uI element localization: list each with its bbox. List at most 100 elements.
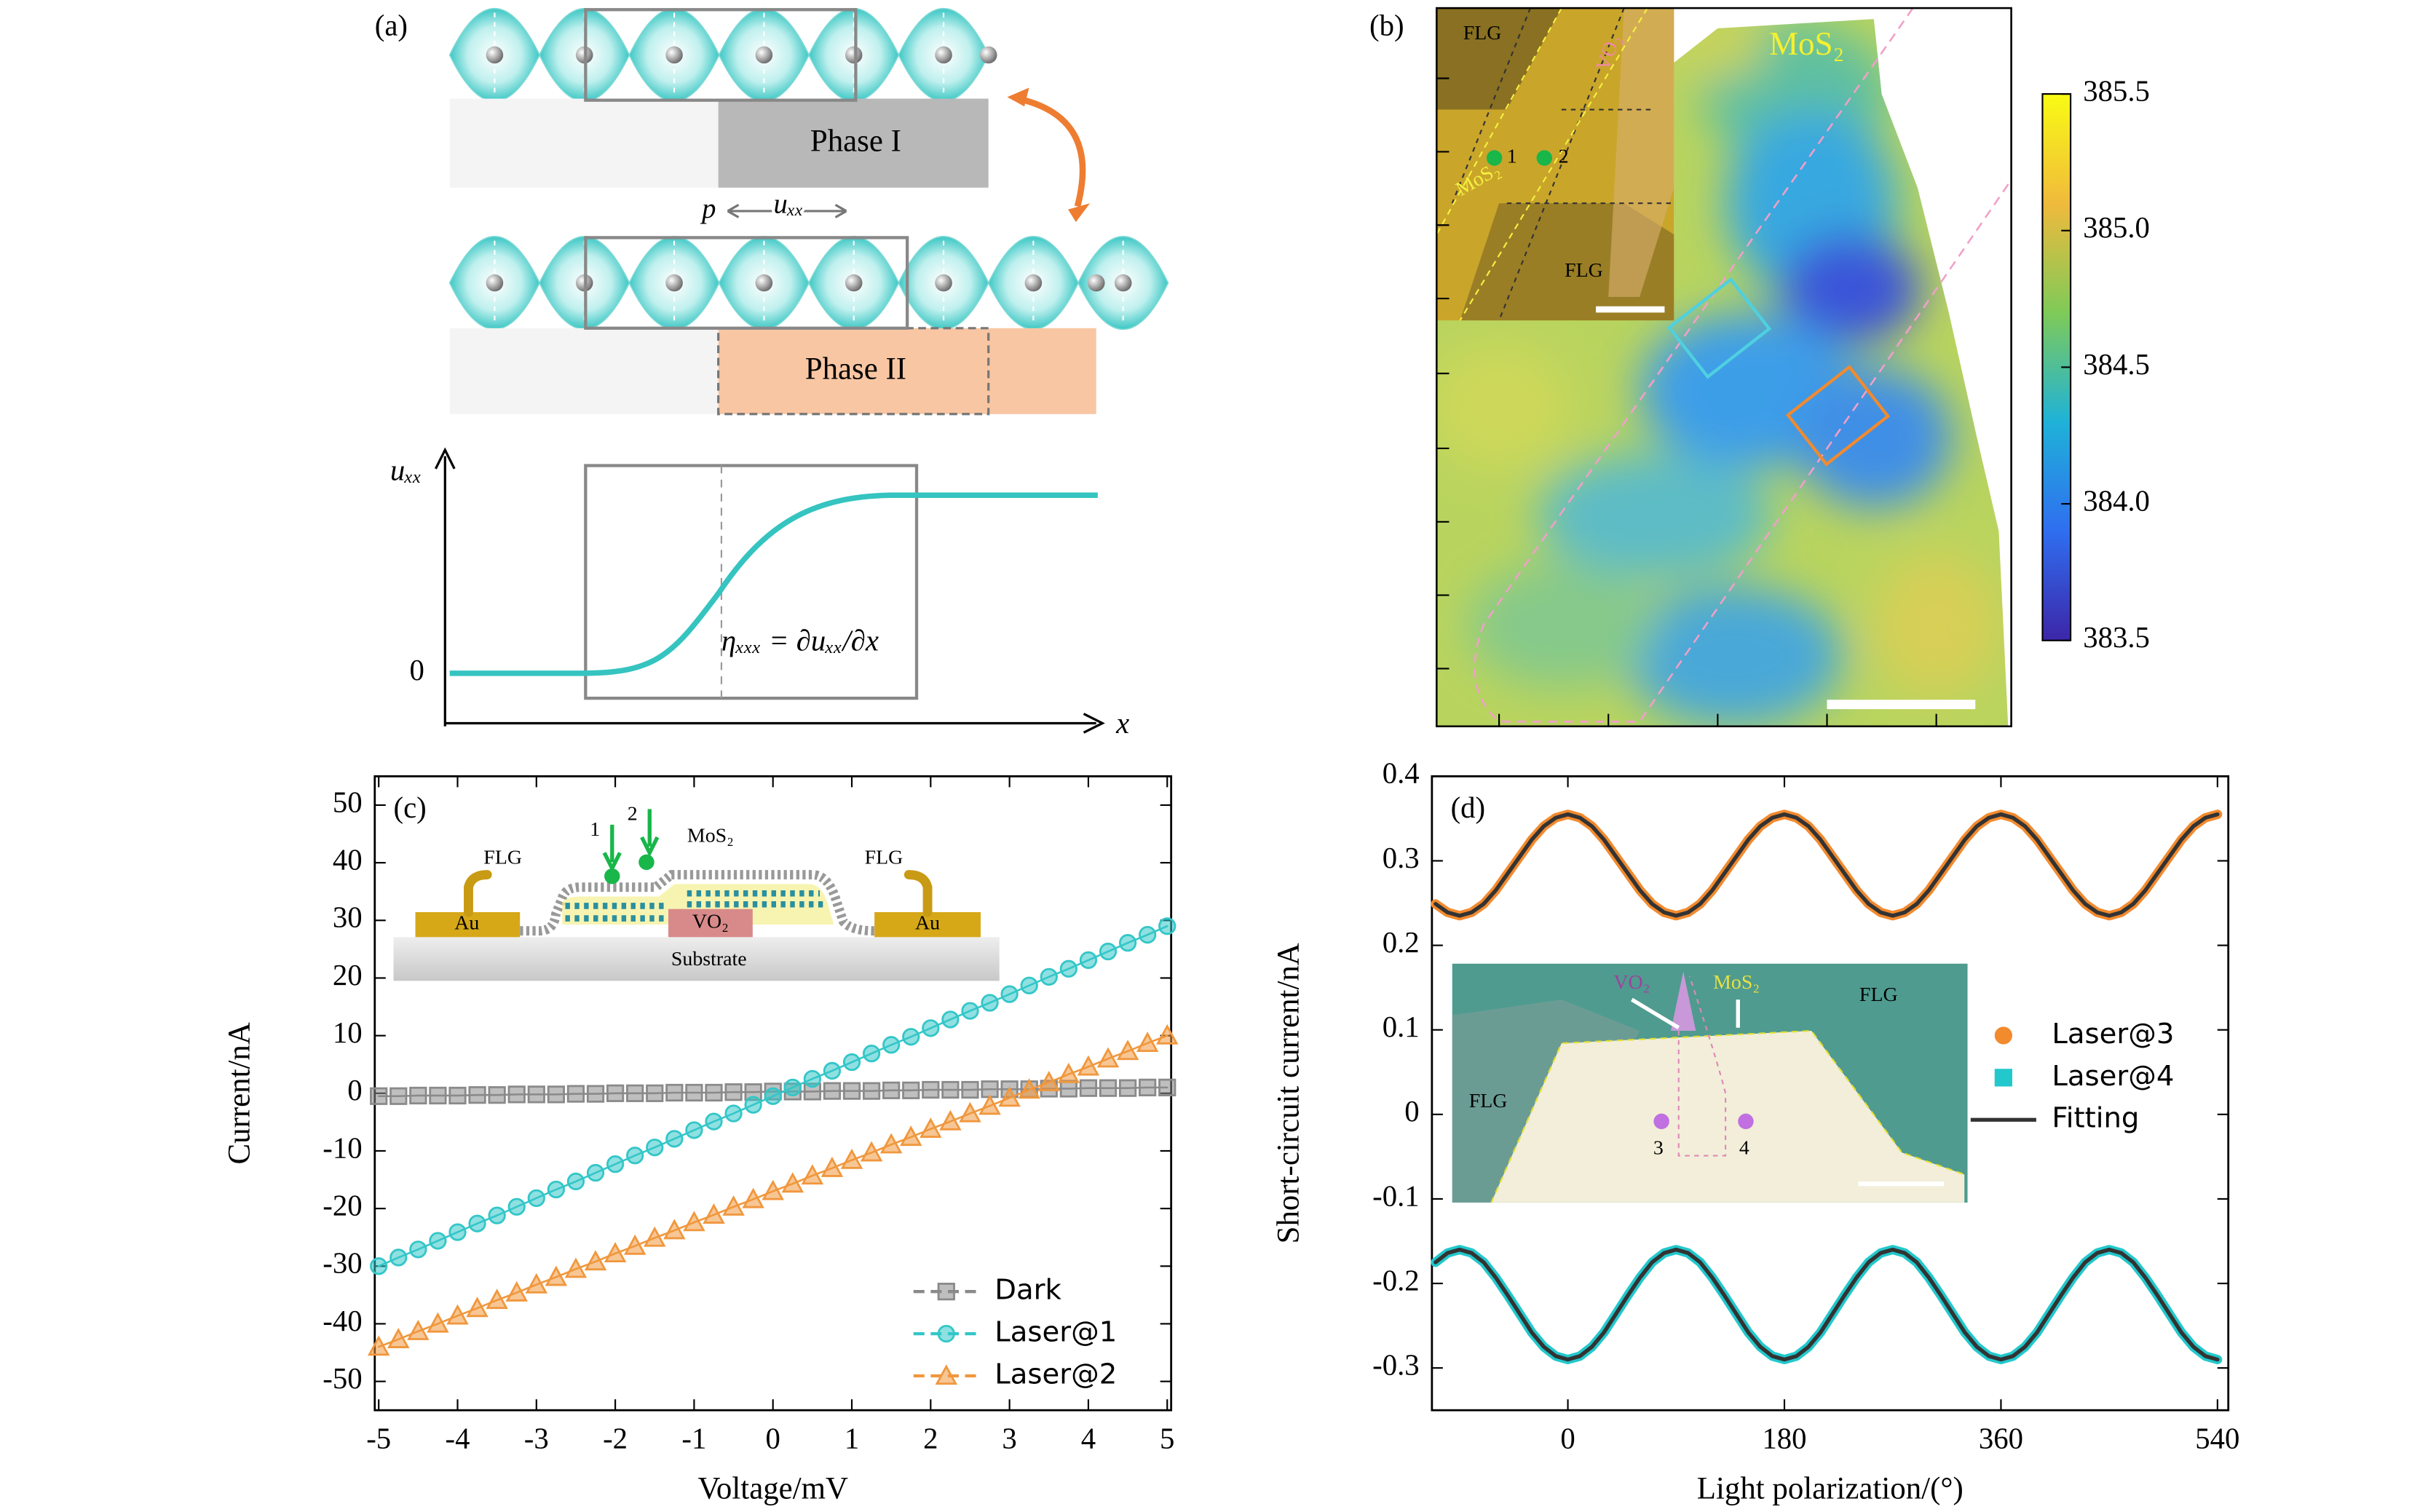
phase-bar <box>449 98 719 188</box>
x-tick-label: -2 <box>603 1422 628 1454</box>
phase-bar <box>449 328 719 414</box>
region-box <box>1666 277 1772 379</box>
marker <box>566 1085 585 1103</box>
marker <box>922 1080 940 1099</box>
x-tick-label: 0 <box>1560 1422 1575 1454</box>
marker <box>882 1036 901 1054</box>
phase-label: Phase II <box>805 352 906 387</box>
inset-label: 4 <box>1739 1136 1749 1159</box>
y-tick-label: -50 <box>323 1362 362 1395</box>
marker <box>961 1002 979 1020</box>
marker <box>389 1087 408 1105</box>
marker <box>685 1083 703 1102</box>
marker <box>545 1265 568 1286</box>
x-tick-label: 180 <box>1762 1422 1806 1454</box>
x-tick-label: 5 <box>1160 1422 1174 1454</box>
marker <box>606 1084 625 1102</box>
phase-bar <box>718 328 1096 414</box>
marker <box>685 1121 703 1139</box>
marker <box>1156 1024 1179 1045</box>
marker <box>820 1156 844 1177</box>
marker <box>586 1085 605 1103</box>
colorbar-tick-label: 383.5 <box>2083 621 2150 654</box>
x-tick-label: -5 <box>366 1422 391 1454</box>
marker <box>998 1086 1021 1107</box>
y-axis-label: uₓₓ <box>390 454 422 487</box>
marker <box>367 1335 390 1356</box>
marker <box>468 1086 486 1104</box>
x-tick-label: -3 <box>524 1422 549 1454</box>
x-tick-label: -1 <box>681 1422 706 1454</box>
marker <box>1116 1040 1139 1061</box>
marker <box>1096 1047 1120 1068</box>
equation: ηₓₓₓ = ∂uₓₓ/∂x <box>721 624 879 657</box>
panel-label: (c) <box>394 791 427 824</box>
phase-bar <box>718 98 989 188</box>
atom <box>755 46 773 64</box>
legend-marker <box>937 1283 955 1301</box>
marker <box>939 1109 962 1131</box>
legend-label: Dark <box>994 1274 1061 1307</box>
marker <box>665 1083 684 1102</box>
colorbar-tick-label: 385.0 <box>2083 211 2150 244</box>
inset-label: Au <box>454 912 479 935</box>
marker <box>1077 1055 1100 1076</box>
marker <box>623 1234 646 1255</box>
inset-label: FLG <box>1463 22 1502 44</box>
y-tick-label: 50 <box>333 785 363 818</box>
inset-label: Substrate <box>671 948 747 970</box>
marker <box>842 1082 861 1100</box>
marker <box>409 1086 427 1105</box>
inset-label: VO₂ <box>692 910 729 933</box>
colorbar-tick-label: 384.5 <box>2083 348 2150 381</box>
marker <box>370 1257 388 1275</box>
marker <box>644 1226 666 1247</box>
x-tick-label: 540 <box>2195 1422 2239 1454</box>
inset-label: 3 <box>1653 1136 1664 1159</box>
atom <box>1114 274 1132 292</box>
marker <box>427 1312 449 1333</box>
marker <box>1037 1070 1060 1091</box>
marker <box>801 1164 824 1185</box>
device-schematic: FLG FLG MoS₂ VO₂ Au Au Substrate 1 2 <box>393 802 1000 981</box>
atom <box>486 274 504 292</box>
x-tick-label: 3 <box>1002 1422 1016 1454</box>
marker <box>1099 1079 1118 1097</box>
marker <box>823 1061 842 1080</box>
phase-label: Phase I <box>810 124 901 159</box>
inset-label: FLG <box>483 846 522 868</box>
y-tick-label: 0.2 <box>1383 926 1420 959</box>
legend-label: Fitting <box>2052 1102 2139 1135</box>
marker <box>961 1080 979 1099</box>
marker <box>860 1141 883 1162</box>
material-label: MoS₂ <box>1769 25 1844 62</box>
marker <box>764 1087 782 1105</box>
colorbar-tick-label: 385.5 <box>2083 74 2150 107</box>
marker <box>1158 917 1177 935</box>
lattice-row <box>448 7 997 103</box>
marker <box>705 1112 723 1131</box>
marker <box>486 1289 508 1310</box>
marker <box>604 1242 627 1262</box>
x-axis-label: Voltage/mV <box>698 1472 848 1506</box>
panel-b: (b) MoS₂ FLG VO₂ 1 2 MoS₂ FLG 385.5 385.0… <box>1369 7 2150 728</box>
marker <box>862 1045 881 1063</box>
inset-label: FLG <box>1469 1090 1508 1112</box>
marker <box>547 1180 565 1199</box>
marker <box>626 1084 644 1102</box>
atom <box>845 274 863 292</box>
marker <box>606 1155 625 1173</box>
marker <box>959 1101 981 1123</box>
map-frame <box>1435 7 2012 728</box>
marker <box>922 1019 940 1037</box>
inset-label: FLG <box>1859 983 1898 1006</box>
marker <box>389 1248 408 1267</box>
legend-label: Laser@4 <box>2052 1060 2174 1093</box>
legend-label: Laser@3 <box>2052 1018 2174 1050</box>
marker <box>902 1028 920 1046</box>
y-tick-label: -10 <box>323 1131 362 1164</box>
y-tick-label: -0.2 <box>1372 1264 1420 1297</box>
marker <box>626 1147 644 1165</box>
x-axis-label: x <box>1115 707 1129 740</box>
y-axis-label: Current/nA <box>222 1022 256 1164</box>
